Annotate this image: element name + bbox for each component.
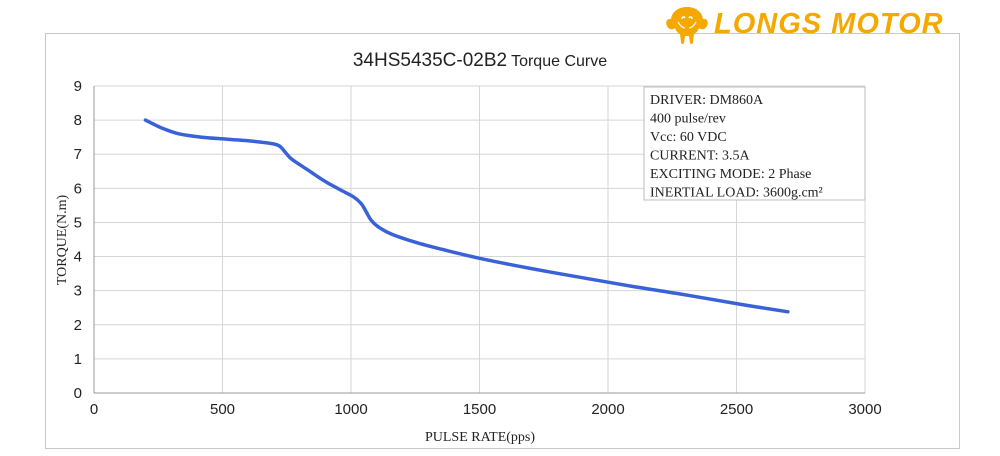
- x-tick-label-1: 500: [210, 401, 235, 418]
- y-tick-label-8: 8: [74, 112, 82, 129]
- x-tick-label-3: 1500: [463, 401, 496, 418]
- y-tick-label-5: 5: [74, 214, 82, 231]
- info-box-lines: DRIVER: DM860A 400 pulse/rev Vcc: 60 VDC CU…: [650, 93, 823, 201]
- y-tick-label-9: 9: [74, 78, 82, 95]
- info-line-5: INERTIAL LOAD: 3600g.cm²: [650, 186, 823, 201]
- grid-lines: [93, 85, 866, 394]
- chart-title-model: 34HS5435C-02B2: [353, 50, 507, 71]
- y-axis-title: TORQUE(N.m): [55, 194, 70, 285]
- y-tick-label-0: 0: [74, 385, 82, 402]
- elephant-head-icon: [666, 7, 708, 45]
- y-tick-label-6: 6: [74, 180, 82, 197]
- y-tick-label-1: 1: [74, 351, 82, 368]
- info-box: DRIVER: DM860A 400 pulse/rev Vcc: 60 VDC CU…: [643, 86, 866, 201]
- y-tick-label-2: 2: [74, 317, 82, 334]
- brand-name: LONGS MOTOR: [714, 8, 944, 40]
- info-line-0: DRIVER: DM860A: [650, 93, 764, 108]
- x-tick-label-5: 2500: [720, 401, 753, 418]
- y-tick-label-4: 4: [74, 249, 82, 266]
- y-tick-labels: 0 1 2 3 4 5 6 7 8 9: [74, 78, 82, 402]
- x-tick-label-4: 2000: [591, 401, 624, 418]
- x-tick-label-6: 3000: [848, 401, 881, 418]
- chart-frame: [45, 33, 960, 449]
- brand-logo: LONGS MOTOR: [664, 4, 964, 46]
- y-tick-label-7: 7: [74, 146, 82, 163]
- axes: [93, 86, 865, 394]
- info-line-3: CURRENT: 3.5A: [650, 149, 751, 164]
- torque-curve-line: [143, 118, 790, 314]
- info-line-4: EXCITING MODE: 2 Phase: [650, 167, 811, 182]
- info-line-2: Vcc: 60 VDC: [650, 130, 727, 145]
- x-tick-labels: 0 500 1000 1500 2000 2500 3000: [90, 401, 882, 418]
- x-axis-title: PULSE RATE(pps): [425, 430, 535, 445]
- info-line-1: 400 pulse/rev: [650, 112, 726, 127]
- x-tick-label-2: 1000: [334, 401, 367, 418]
- chart-title: 34HS5435C-02B2 Torque Curve: [353, 50, 607, 71]
- x-tick-label-0: 0: [90, 401, 98, 418]
- y-tick-label-3: 3: [74, 283, 82, 300]
- chart-title-suffix: Torque Curve: [511, 53, 607, 70]
